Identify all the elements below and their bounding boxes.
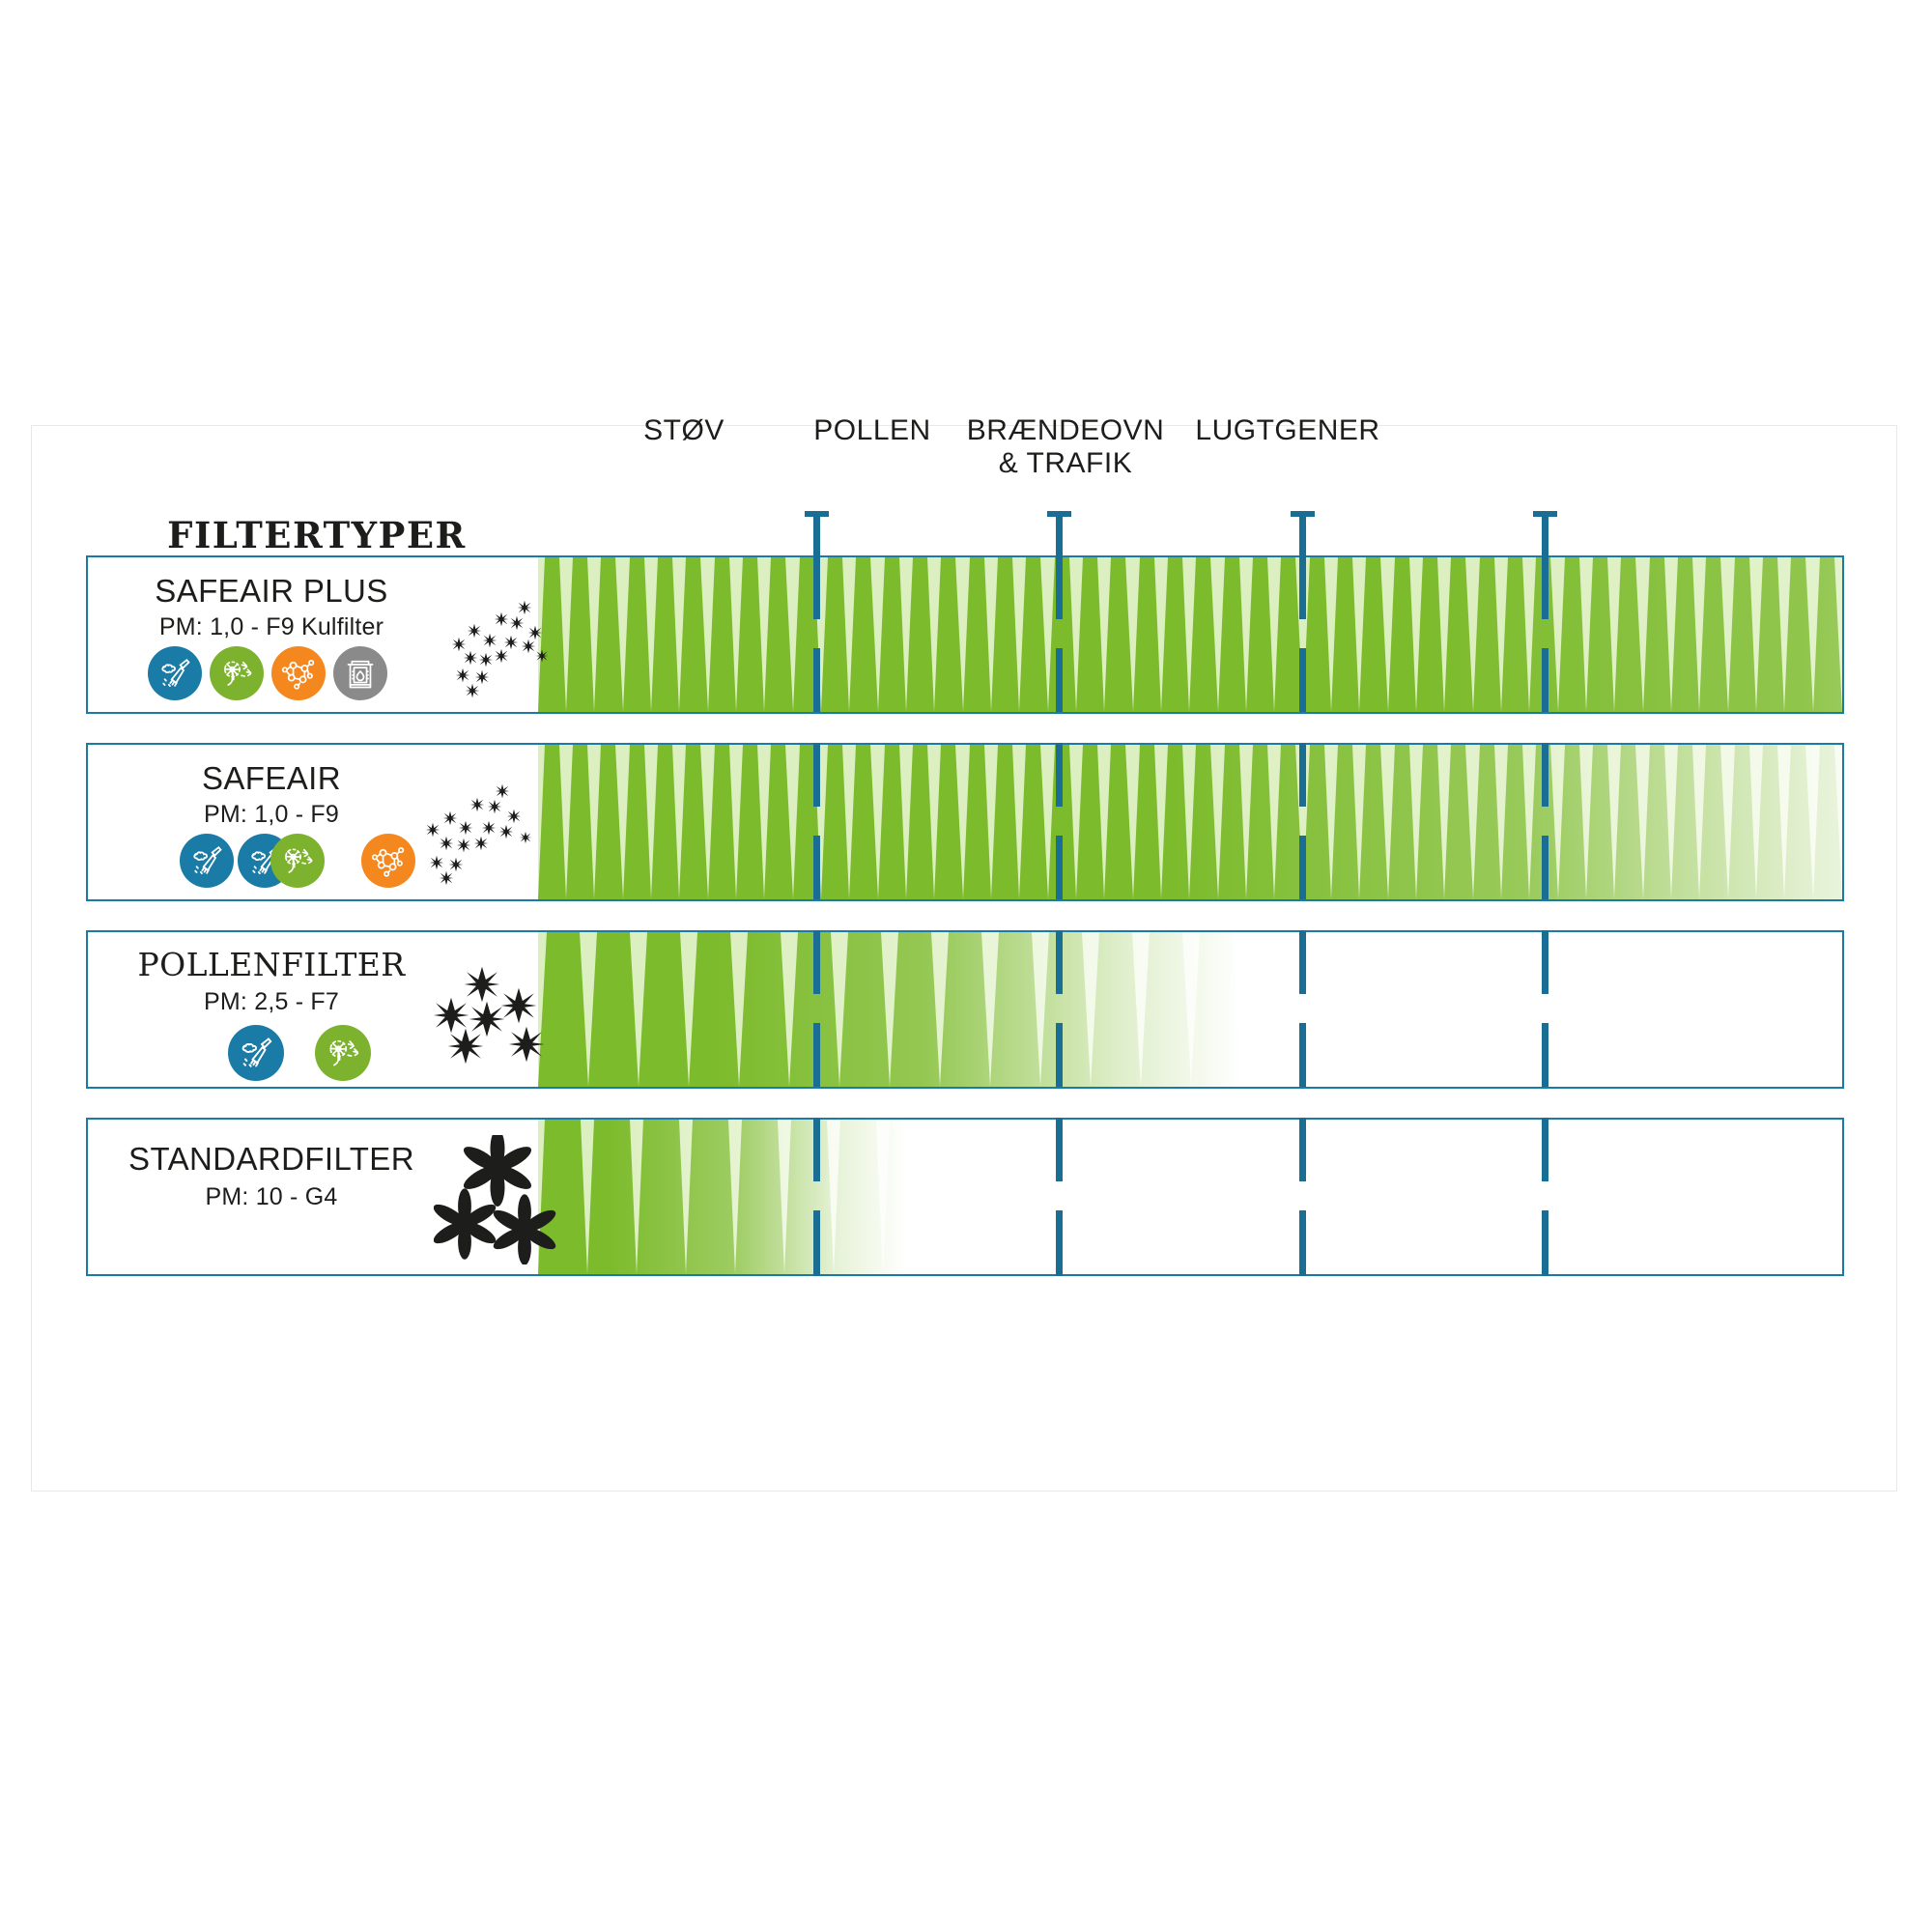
filter-pm-pollenfilter: PM: 2,5 - F7 bbox=[204, 988, 339, 1015]
column-header-stov: STØV bbox=[563, 414, 805, 447]
filter-pm-safeair: PM: 1,0 - F9 bbox=[204, 801, 339, 828]
column-divider-pollen bbox=[1056, 555, 1063, 1276]
tick-stem-lugtgener bbox=[1542, 511, 1548, 555]
filter-row-pollenfilter[interactable]: POLLENFILTER PM: 2,5 - F7 bbox=[86, 930, 1844, 1089]
filter-name-safeair-plus: SAFEAIR PLUS bbox=[155, 573, 388, 609]
column-header-braendeovn-label2: & TRAFIK bbox=[998, 446, 1133, 479]
infographic-frame: FILTERTYPER STØV POLLEN BRÆNDEOVN & TRAF… bbox=[31, 414, 1897, 1492]
tick-stem-pollen bbox=[1056, 511, 1063, 555]
filter-name-safeair: SAFEAIR bbox=[201, 760, 341, 796]
row-label-safeair-plus: SAFEAIR PLUS PM: 1,0 - F9 Kulfilter bbox=[88, 557, 590, 712]
icon-group-pollenfilter bbox=[228, 1025, 371, 1081]
row-label-pollenfilter: POLLENFILTER PM: 2,5 - F7 bbox=[88, 932, 590, 1087]
filter-name-standardfilter: STANDARDFILTER bbox=[128, 1141, 414, 1177]
tick-stem-braendeovn bbox=[1299, 511, 1306, 555]
column-header-braendeovn: BRÆNDEOVN & TRAFIK bbox=[930, 414, 1201, 479]
exhaust-icon bbox=[271, 646, 326, 700]
column-header-pollen-label: POLLEN bbox=[813, 414, 931, 446]
icon-group-safeair bbox=[180, 834, 415, 888]
icon-group-safeair-plus bbox=[148, 646, 387, 700]
stove-icon bbox=[333, 646, 387, 700]
particle-cluster-fine bbox=[421, 778, 537, 892]
column-header-stov-label: STØV bbox=[643, 414, 724, 446]
particle-cluster-medium bbox=[434, 963, 548, 1077]
filter-row-safeair[interactable]: SAFEAIR PM: 1,0 - F9 bbox=[86, 743, 1844, 901]
column-divider-braendeovn bbox=[1299, 555, 1306, 1276]
column-divider-stov bbox=[813, 555, 820, 1276]
coverage-band-safeair bbox=[538, 745, 1842, 899]
row-label-standardfilter: STANDARDFILTER PM: 10 - G4 bbox=[88, 1120, 590, 1274]
pollen-icon bbox=[315, 1025, 371, 1081]
filter-pm-safeair-plus: PM: 1,0 - F9 Kulfilter bbox=[158, 613, 384, 640]
column-divider-lugtgener bbox=[1542, 555, 1548, 1276]
filter-pm-standardfilter: PM: 10 - G4 bbox=[205, 1183, 338, 1210]
filter-name-pollenfilter: POLLENFILTER bbox=[137, 946, 406, 983]
coverage-band-standardfilter bbox=[538, 1120, 1842, 1274]
dust-icon bbox=[180, 834, 234, 888]
dust-icon bbox=[238, 834, 292, 888]
pollen-icon bbox=[270, 834, 325, 888]
column-header-braendeovn-label: BRÆNDEOVN bbox=[966, 414, 1165, 446]
filter-row-safeair-plus[interactable]: SAFEAIR PLUS PM: 1,0 - F9 Kulfilter bbox=[86, 555, 1844, 714]
dust-icon bbox=[228, 1025, 284, 1081]
coverage-band-pollenfilter bbox=[538, 932, 1842, 1087]
filter-row-standardfilter[interactable]: STANDARDFILTER PM: 10 - G4 bbox=[86, 1118, 1844, 1276]
exhaust-icon bbox=[361, 834, 415, 888]
dust-icon bbox=[148, 646, 202, 700]
coverage-band-safeair-plus bbox=[538, 557, 1842, 712]
row-label-safeair: SAFEAIR PM: 1,0 - F9 bbox=[88, 745, 590, 899]
page-title: FILTERTYPER bbox=[167, 514, 467, 556]
column-header-pollen: POLLEN bbox=[752, 414, 993, 447]
particle-cluster-fine bbox=[445, 594, 552, 700]
tick-stem-stov bbox=[813, 511, 820, 555]
pollen-icon bbox=[210, 646, 264, 700]
column-header-lugtgener-label: LUGTGENER bbox=[1195, 414, 1380, 446]
column-header-lugtgener: LUGTGENER bbox=[1152, 414, 1423, 447]
